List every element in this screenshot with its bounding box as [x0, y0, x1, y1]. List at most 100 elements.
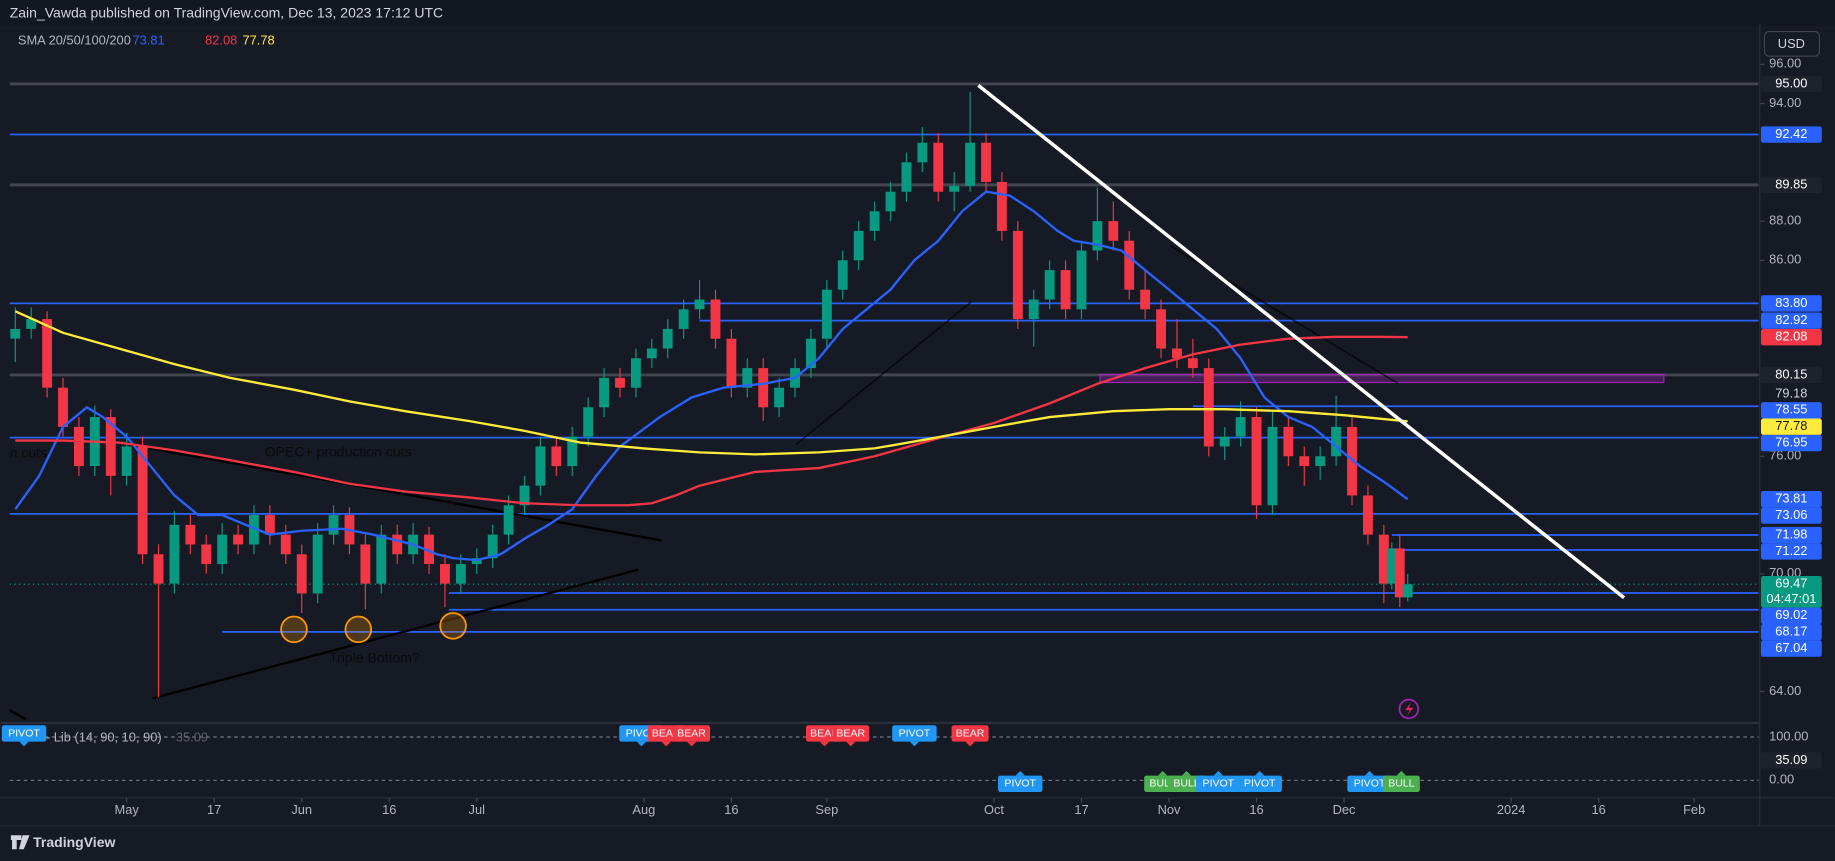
candle-body [1203, 368, 1214, 447]
price-tag [1760, 176, 1822, 194]
currency-label: USD [1778, 36, 1805, 51]
candle-body [121, 446, 132, 476]
price-tag-label: 95.00 [1775, 75, 1807, 90]
candle-body [933, 142, 944, 192]
candle-body [774, 387, 785, 408]
candle-body [1092, 221, 1103, 251]
signal-pointer [1015, 770, 1025, 776]
signal-box [892, 725, 937, 742]
signal-pointer [819, 741, 830, 747]
x-tick-label: Nov [1158, 802, 1181, 817]
price-tag-label: 80.15 [1775, 366, 1807, 381]
candle-body [217, 534, 228, 565]
signal-pointer [19, 741, 29, 747]
candle-body [1219, 436, 1230, 447]
candle-body [1267, 426, 1278, 506]
signal-label: PIVOT [899, 727, 931, 739]
price-tag [1760, 328, 1822, 346]
signal-box [1, 725, 47, 742]
candle-body [710, 299, 721, 339]
candle-body [853, 230, 864, 261]
candle-body [233, 534, 244, 545]
indicator-tick-label: 0.00 [1769, 772, 1794, 787]
price-tag [1760, 312, 1822, 329]
candle-body [599, 377, 610, 408]
candle-body [1012, 230, 1023, 320]
price-axis: 96.0094.0088.0086.0076.0070.0064.0095.00… [1759, 56, 1822, 698]
candle-body [981, 142, 991, 182]
candle-body [137, 446, 148, 555]
candle-body [424, 534, 434, 565]
price-tag-label: 68.17 [1775, 624, 1807, 639]
signal-pointer [636, 741, 647, 747]
candle-body [376, 534, 387, 584]
x-tick-label: 16 [1592, 802, 1606, 817]
signal-box [832, 725, 870, 742]
candle-body [1187, 358, 1198, 369]
candle-body [1251, 417, 1262, 506]
price-tag [1760, 75, 1822, 93]
signal-label: PIVOT [1354, 778, 1386, 790]
legend-value: 82.08 [205, 32, 237, 47]
candle-body [996, 181, 1007, 231]
candle-body [58, 387, 68, 427]
price-tag [1760, 507, 1822, 524]
signal-box [1347, 775, 1392, 792]
x-tick-label: 17 [1074, 802, 1088, 817]
price-tag [1760, 491, 1822, 508]
candle-body [201, 544, 212, 565]
signal-label: PIVOT [8, 727, 40, 739]
alert-icon[interactable] [1398, 698, 1420, 720]
candle-body [1060, 270, 1071, 310]
candle-body [758, 368, 769, 408]
annotations: n cuts OPEC+ production cuts Triple Bottom… [10, 443, 420, 665]
candle-body [264, 515, 275, 535]
y-tick-label: 94.00 [1769, 95, 1801, 110]
x-tick-label: Jul [469, 802, 485, 817]
currency-button[interactable] [1763, 31, 1821, 57]
signal-label: BEAR [810, 727, 839, 739]
candle-body [10, 328, 21, 339]
x-tick-label: 16 [1249, 802, 1263, 817]
legend-value: 73.81 [133, 32, 165, 47]
highlight-circle [439, 612, 467, 640]
x-tick-label: 16 [382, 802, 396, 817]
indicator-tag [1760, 752, 1822, 769]
price-tag [1760, 607, 1822, 625]
signal-box [1237, 775, 1282, 792]
candle-body [249, 515, 259, 545]
x-tick-label: 2024 [1497, 802, 1526, 817]
signal-box [1382, 775, 1420, 792]
x-tick-label: Feb [1683, 802, 1705, 817]
price-tag-label: 76.95 [1775, 434, 1807, 449]
x-tick-label: Jun [291, 802, 312, 817]
candle-body [1363, 495, 1373, 535]
candle-body [296, 554, 307, 594]
legend-value: 77.78 [243, 32, 275, 47]
candle-body [1347, 426, 1357, 496]
price-tag-label: 73.06 [1775, 507, 1807, 522]
price-tag-label: 78.55 [1775, 402, 1807, 417]
signal-pointer [1364, 770, 1375, 776]
signal-box [997, 775, 1043, 792]
candle-body [821, 289, 832, 339]
candle-body [328, 515, 339, 535]
y-tick-label: 88.00 [1769, 213, 1801, 228]
signal-box [1196, 775, 1241, 792]
candle-body [806, 338, 816, 369]
price-tag [1760, 126, 1822, 143]
price-tag-label: 73.81 [1775, 491, 1807, 506]
time-axis: May 17 Jun 16 Jul Aug 16 Sep Oct 17 Nov 16 Dec 2024 16… [115, 797, 1705, 817]
signal-label: PIVOT [1244, 778, 1276, 790]
candle-body [1386, 548, 1397, 584]
candle-body [312, 534, 323, 594]
signal-label: BEAR [836, 727, 865, 739]
x-tick-label: Aug [632, 802, 655, 817]
signal-label: BEAR [956, 727, 985, 739]
zone-box [1099, 373, 1665, 384]
signal-label: PIVOT [1203, 778, 1235, 790]
levels [9, 82, 1759, 633]
signal-label: BULL [1388, 778, 1414, 790]
candle-body [535, 446, 546, 486]
